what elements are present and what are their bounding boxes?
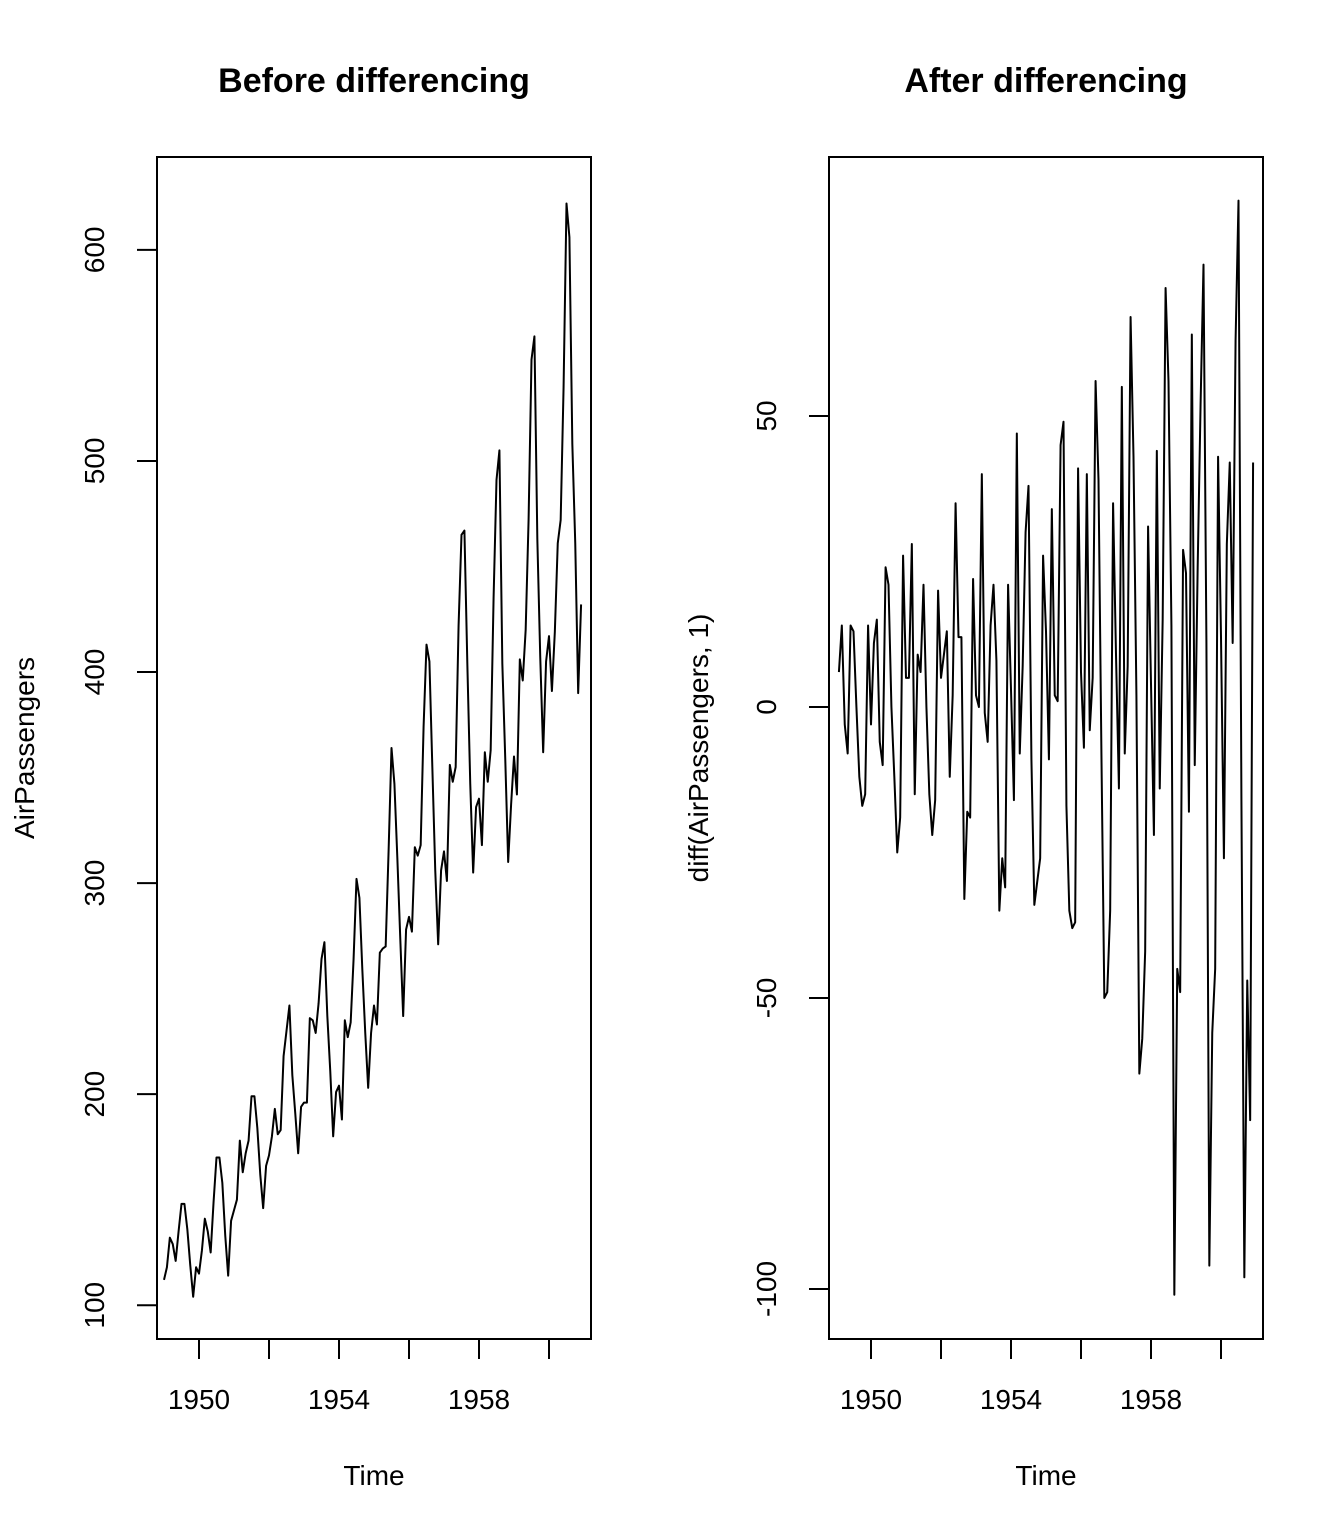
y-tick-label: 400 (79, 649, 110, 696)
y-axis-label: AirPassengers (9, 657, 40, 839)
x-tick-label: 1958 (448, 1384, 510, 1415)
y-tick-label: 50 (751, 400, 782, 431)
y-tick-label: 0 (751, 699, 782, 715)
y-tick-label: 600 (79, 227, 110, 274)
plot-frame (156, 156, 592, 1340)
panel-after-differencing: After differencing Time diff(AirPassenge… (683, 62, 1264, 1491)
y-tick-label: 100 (79, 1282, 110, 1329)
plot-frame (828, 156, 1264, 1340)
x-tick-label: 1954 (308, 1384, 370, 1415)
x-tick-label: 1958 (1120, 1384, 1182, 1415)
panel-before-differencing: Before differencing Time AirPassengers 1… (9, 62, 592, 1491)
series-line (837, 199, 1255, 1296)
y-tick-label: 200 (79, 1071, 110, 1118)
x-axis-label: Time (1015, 1460, 1076, 1491)
chart-title: After differencing (904, 62, 1187, 100)
y-axis-label: diff(AirPassengers, 1) (683, 614, 714, 883)
series-line (163, 202, 583, 1298)
x-tick-label: 1954 (980, 1384, 1042, 1415)
y-tick-label: -50 (751, 978, 782, 1018)
y-tick-label: 500 (79, 438, 110, 485)
y-tick-label: 300 (79, 860, 110, 907)
x-tick-label: 1950 (168, 1384, 230, 1415)
chart-title: Before differencing (218, 62, 530, 100)
x-axis-label: Time (343, 1460, 404, 1491)
y-tick-label: -100 (751, 1261, 782, 1317)
x-tick-label: 1950 (840, 1384, 902, 1415)
